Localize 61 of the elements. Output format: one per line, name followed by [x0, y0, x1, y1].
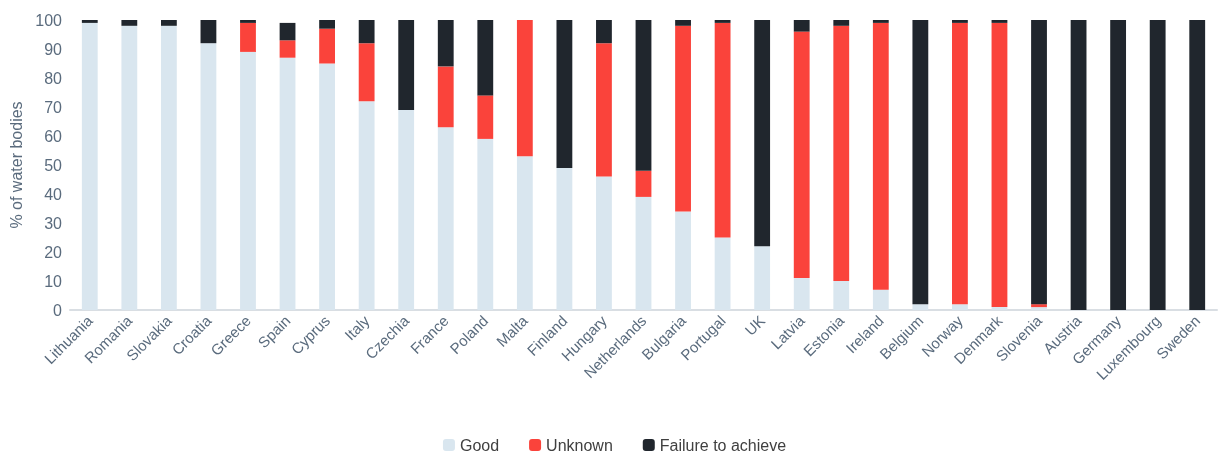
bar: [793, 20, 810, 32]
bar: [596, 20, 612, 44]
bar: [714, 20, 731, 23]
bar: [1189, 20, 1206, 310]
bar: [516, 20, 533, 157]
y-tick-label: 50: [44, 156, 63, 174]
bar: [596, 43, 612, 177]
bar: [793, 31, 810, 279]
bar: [279, 40, 296, 58]
bar: [675, 25, 691, 212]
bar: [872, 20, 889, 23]
bar: [912, 20, 929, 305]
y-tick-label: 80: [44, 69, 63, 87]
bar: [319, 28, 335, 64]
bar: [81, 20, 98, 23]
bar: [240, 20, 256, 23]
bar: [1110, 20, 1127, 310]
bar: [952, 20, 968, 23]
bar: [556, 20, 573, 168]
y-tick-label: 70: [44, 98, 63, 116]
y-tick-label: 40: [44, 185, 63, 203]
bar: [160, 20, 177, 26]
bar: [200, 20, 217, 44]
bar: [1149, 20, 1166, 310]
bar: [437, 20, 454, 67]
bar: [952, 22, 968, 305]
bar: [358, 43, 375, 102]
x-tick-label: Italy: [341, 311, 374, 344]
bar: [714, 22, 731, 238]
bar: [437, 66, 454, 128]
bar: [477, 20, 494, 96]
bar: [319, 20, 335, 29]
bar: [358, 20, 375, 44]
bar: [833, 25, 850, 281]
bar: [991, 20, 1008, 23]
legend-label: Unknown: [546, 436, 613, 454]
bar: [398, 20, 415, 110]
bar: [675, 20, 691, 26]
y-tick-label: 60: [44, 127, 63, 145]
bar: [635, 20, 652, 171]
bar: [991, 22, 1008, 308]
bar: [477, 95, 494, 139]
bar: [1031, 20, 1047, 305]
y-tick-label: 0: [53, 301, 63, 319]
legend-label: Good: [459, 436, 500, 454]
bar: [872, 22, 889, 290]
x-tick-label: UK: [741, 311, 769, 339]
bar: [1070, 20, 1087, 310]
y-tick-label: 10: [44, 272, 63, 290]
bar: [240, 22, 256, 52]
bar: [279, 22, 296, 41]
bar: [635, 170, 652, 197]
bar: [754, 20, 771, 247]
bar: [833, 20, 850, 26]
y-tick-label: 90: [44, 40, 63, 58]
y-axis-title: % of water bodies: [7, 101, 25, 229]
y-tick-label: 30: [44, 214, 63, 232]
y-tick-label: 100: [35, 11, 63, 29]
legend-label: Failure to achieve: [659, 436, 787, 454]
bar: [121, 20, 138, 26]
y-tick-label: 20: [44, 243, 63, 261]
